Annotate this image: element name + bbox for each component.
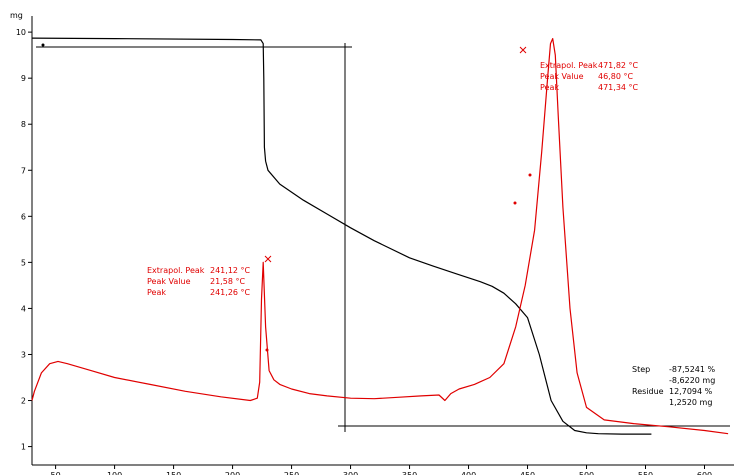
y-tick-label: 7 — [21, 166, 26, 175]
x-tick-label: 600 — [697, 471, 712, 475]
y-tick-label: 2 — [21, 397, 26, 406]
peak1-value-2: 21,58 °C — [210, 277, 245, 286]
x-tick-label: 450 — [520, 471, 535, 475]
y-tick-label: 5 — [21, 258, 26, 267]
x-tick-label: 350 — [402, 471, 417, 475]
x-tick-label: 150 — [166, 471, 181, 475]
onset-dot-1 — [265, 348, 269, 352]
peak1-marker — [264, 255, 272, 263]
peak2-value-3: 471,34 °C — [598, 83, 639, 92]
x-tick-label: 550 — [638, 471, 653, 475]
step-value-2: -8,6220 mg — [669, 376, 715, 385]
tg-mass-series-line — [31, 37, 652, 435]
x-tick-label: 300 — [343, 471, 358, 475]
step-evaluation-lines — [36, 43, 730, 432]
peak-markers — [41, 43, 532, 352]
peak1-value-3: 241,26 °C — [210, 288, 251, 297]
step-annotation: Step -87,5241 % -8,6220 mg Residue 12,70… — [632, 365, 716, 407]
peak1-label-2: Peak Value — [147, 277, 191, 286]
y-tick-label: 9 — [21, 74, 26, 83]
x-tick-label: 100 — [107, 471, 122, 475]
y-tick-label: 8 — [21, 120, 26, 129]
y-tick-label: 1 — [21, 443, 26, 452]
peak1-label-3: Peak — [147, 288, 166, 297]
peak2-value-2: 46,80 °C — [598, 72, 633, 81]
y-ticks: 1 2 3 4 5 6 7 8 9 10 — [16, 28, 32, 452]
step-value-1: -87,5241 % — [669, 365, 716, 374]
peak1-value-1: 241,12 °C — [210, 266, 251, 275]
peak2-label-2: Peak Value — [540, 72, 584, 81]
x-ticks: 50 100 150 200 250 300 350 400 450 500 550 600 — [51, 465, 712, 475]
peak2-marker — [519, 46, 527, 54]
y-tick-label: 4 — [21, 304, 26, 313]
step-label-1: Step — [632, 365, 650, 374]
x-tick-label: 400 — [461, 471, 476, 475]
peak2-annotation: Extrapol. Peak 471,82 °C Peak Value 46,8… — [540, 61, 639, 92]
y-tick-label: 10 — [16, 28, 26, 37]
peak2-value-1: 471,82 °C — [598, 61, 639, 70]
step-label-3: Residue — [632, 387, 664, 396]
onset-dot-2 — [513, 201, 517, 205]
step-value-4: 1,2520 mg — [669, 398, 712, 407]
series-layer — [31, 37, 729, 435]
x-tick-label: 50 — [51, 471, 61, 475]
peak2-label-3: Peak — [540, 83, 559, 92]
peak2-label-1: Extrapol. Peak — [540, 61, 598, 70]
x-tick-label: 250 — [284, 471, 299, 475]
dsc-heat-flow-series-line — [31, 37, 729, 435]
step-value-3: 12,7094 % — [669, 387, 713, 396]
y-tick-label: 3 — [21, 350, 26, 359]
start-dot — [41, 43, 45, 47]
x-tick-label: 500 — [579, 471, 594, 475]
y-tick-label: 6 — [21, 212, 26, 221]
y-unit-label: mg — [10, 11, 23, 20]
x-tick-label: 200 — [225, 471, 240, 475]
peak1-label-1: Extrapol. Peak — [147, 266, 205, 275]
peak1-annotation: Extrapol. Peak 241,12 °C Peak Value 21,5… — [147, 266, 251, 297]
onset-dot-3 — [528, 173, 532, 177]
